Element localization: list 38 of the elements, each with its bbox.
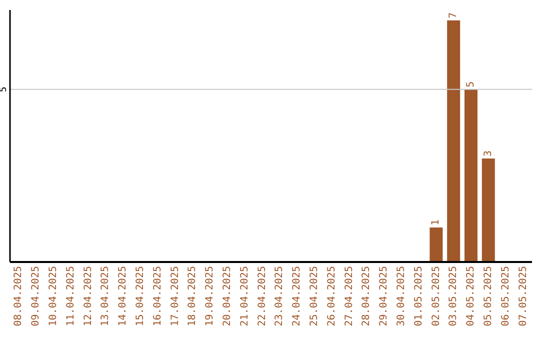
- x-tick-label: 03.05.2025: [448, 266, 460, 326]
- bar: [430, 227, 443, 262]
- x-tick-label: 04.05.2025: [466, 266, 477, 326]
- x-tick-label: 07.05.2025: [518, 266, 529, 326]
- x-tick-label: 24.04.2025: [292, 266, 303, 326]
- data-label: 5: [465, 81, 476, 88]
- x-tick-label: 14.04.2025: [118, 266, 129, 326]
- x-tick-label: 17.04.2025: [170, 266, 181, 326]
- x-tick-label: 05.05.2025: [483, 266, 494, 326]
- bar: [482, 158, 495, 262]
- x-tick-label: 09.04.2025: [30, 266, 42, 326]
- x-tick-label: 25.04.2025: [309, 266, 320, 326]
- x-tick-label: 29.04.2025: [378, 266, 390, 326]
- x-tick-label: 27.04.2025: [344, 266, 355, 326]
- data-label: 3: [482, 150, 494, 156]
- x-tick-label: 08.04.2025: [13, 266, 24, 326]
- x-tick-label: 06.05.2025: [500, 266, 512, 326]
- data-label: 7: [448, 12, 460, 18]
- x-tick-label: 11.04.2025: [65, 266, 76, 326]
- x-tick-label: 23.04.2025: [274, 266, 286, 326]
- x-tick-label: 13.04.2025: [100, 266, 112, 326]
- x-tick-label: 20.04.2025: [222, 266, 233, 326]
- bar: [447, 20, 460, 262]
- x-tick-label: 18.04.2025: [187, 266, 198, 326]
- x-tick-label: 15.04.2025: [135, 266, 146, 326]
- x-tick-label: 10.04.2025: [48, 266, 59, 326]
- x-tick-label: 26.04.2025: [326, 266, 338, 326]
- x-tick-label: 22.04.2025: [256, 266, 268, 326]
- x-tick-label: 21.04.2025: [239, 266, 250, 326]
- x-tick-label: 16.04.2025: [152, 266, 164, 326]
- x-tick-label: 30.04.2025: [396, 266, 407, 326]
- x-tick-label: 28.04.2025: [361, 266, 372, 326]
- x-tick-label: 12.04.2025: [82, 266, 94, 326]
- x-tick-label: 01.05.2025: [413, 266, 424, 326]
- data-label: 1: [430, 219, 442, 226]
- x-tick-label: 19.04.2025: [204, 266, 216, 326]
- x-tick-label: 02.05.2025: [430, 266, 442, 326]
- bar: [464, 89, 478, 262]
